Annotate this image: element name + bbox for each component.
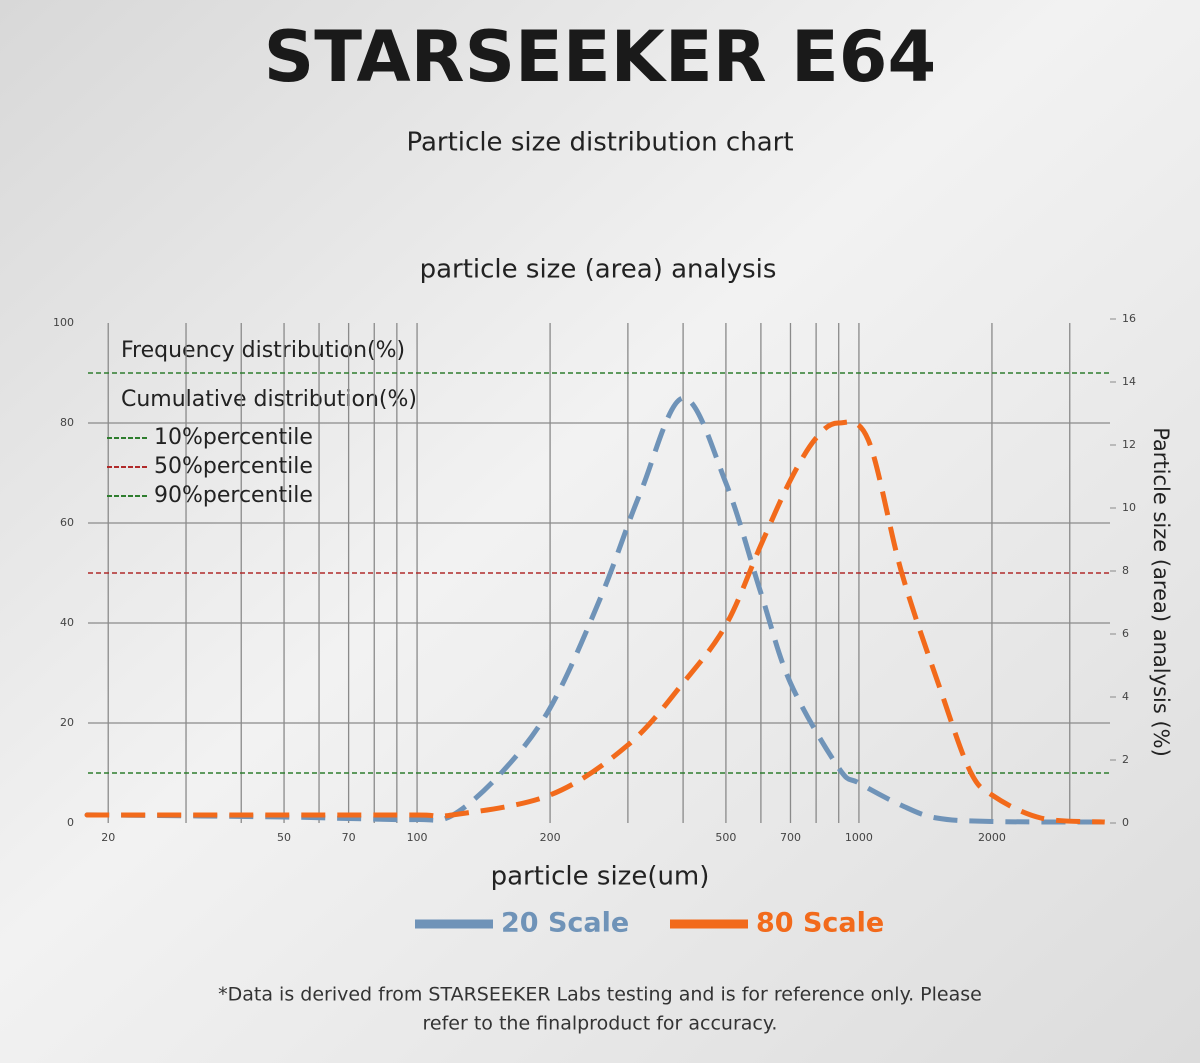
y-tick-label: 20 [60,716,74,729]
y2-tick-label: 0 [1122,816,1129,829]
footnote: refer to the finalproduct for accuracy. [423,1013,778,1035]
x-tick-label: 500 [715,831,736,844]
x-tick-label: 200 [540,831,561,844]
y-tick-label: 80 [60,416,74,429]
y-tick-label: 60 [60,516,74,529]
y2-tick-label: 2 [1122,753,1129,766]
x-tick-label: 1000 [845,831,873,844]
chart-title: particle size (area) analysis [420,255,777,285]
x-tick-label: 70 [342,831,356,844]
x-tick-label: 100 [407,831,428,844]
x-tick-label: 20 [101,831,115,844]
y2-tick-label: 8 [1122,564,1129,577]
x-tick-label: 50 [277,831,291,844]
footnote: *Data is derived from STARSEEKER Labs te… [218,984,982,1006]
legend-label: 50%percentile [154,454,313,479]
subtitle: Particle size distribution chart [406,128,793,158]
x-axis-label: particle size(um) [491,862,710,892]
legend-label: 80 Scale [756,908,884,939]
legend-label: 10%percentile [154,425,313,450]
x-tick-label: 700 [780,831,801,844]
y2-tick-label: 10 [1122,501,1136,514]
y-tick-label: 0 [67,816,74,829]
y2-tick-label: 12 [1122,438,1136,451]
y2-axis-label: Particle size (area) analysis (%) [1149,427,1173,757]
legend-heading: Frequency distribution(%) [121,338,405,363]
y2-tick-label: 14 [1122,375,1136,388]
series-line [84,395,1105,825]
legend-heading: Cumulative distribution(%) [121,387,417,412]
title: STARSEEKER E64 [264,16,936,98]
legend-label: 20 Scale [501,908,629,939]
y-tick-label: 100 [53,316,74,329]
y2-tick-label: 4 [1122,690,1129,703]
y2-tick-label: 16 [1122,312,1136,325]
x-tick-label: 2000 [978,831,1006,844]
series-line [84,419,1105,825]
legend-label: 90%percentile [154,483,313,508]
y-tick-label: 40 [60,616,74,629]
y2-tick-label: 6 [1122,627,1129,640]
